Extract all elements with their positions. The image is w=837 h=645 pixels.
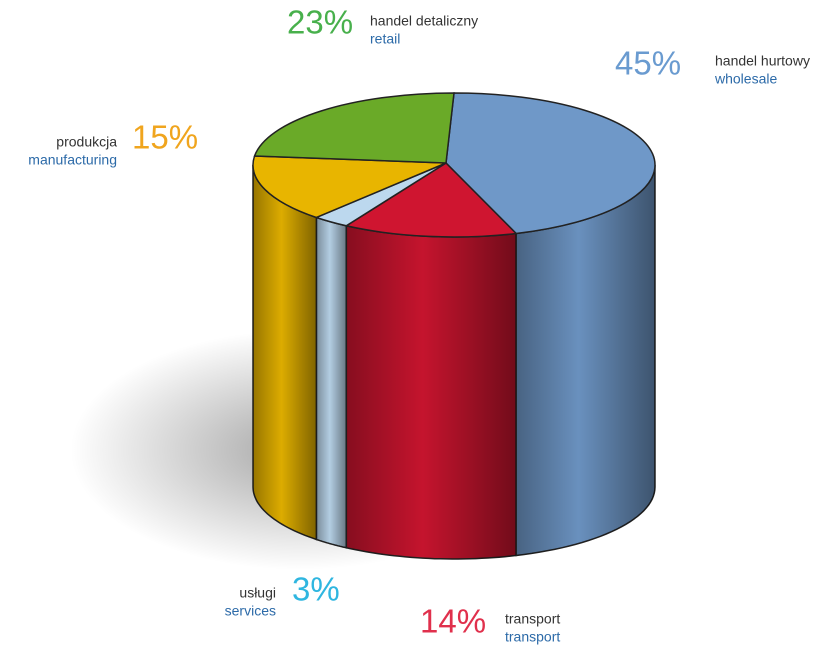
slice <box>253 92 455 164</box>
value-label: 45% <box>615 45 681 82</box>
category-label: handel detaliczny <box>370 13 478 29</box>
value-label: 23% <box>287 4 353 41</box>
slice <box>445 92 656 235</box>
category-label: handel hurtowy <box>715 53 810 69</box>
category-label: transport <box>505 611 560 627</box>
slice <box>252 155 447 219</box>
value-label: 3% <box>292 571 340 608</box>
side-shade <box>346 225 517 560</box>
side-shade <box>516 165 655 556</box>
side-shade <box>253 165 317 540</box>
category-label: usługi <box>239 585 276 601</box>
value-label: 15% <box>132 119 198 156</box>
value-label: 14% <box>420 603 486 640</box>
slice <box>344 162 518 238</box>
category-translation: transport <box>505 629 560 645</box>
category-translation: wholesale <box>714 71 777 87</box>
category-translation: manufacturing <box>28 152 117 168</box>
category-label: produkcja <box>56 134 117 150</box>
category-translation: retail <box>370 31 400 47</box>
side-shade <box>316 217 347 548</box>
category-translation: services <box>225 603 276 619</box>
